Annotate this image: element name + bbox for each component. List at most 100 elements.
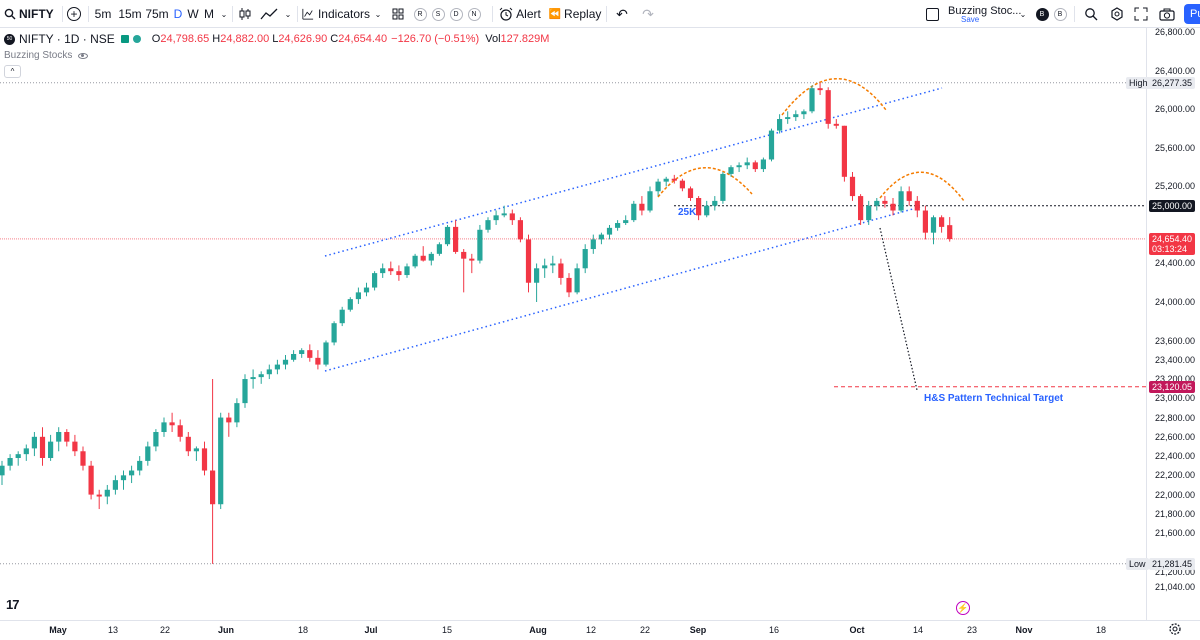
candle-down (833, 123, 839, 126)
candle-down (461, 251, 467, 259)
alert-button[interactable]: Alert (498, 0, 542, 28)
interval-m[interactable]: M (204, 7, 214, 21)
drawings-layer (324, 78, 965, 391)
open-label: O (151, 33, 161, 45)
eye-icon[interactable] (78, 52, 89, 59)
price-tick-label: 22,200.00 (1155, 470, 1196, 481)
chart-style-dropdown[interactable]: ⌄ (283, 0, 293, 28)
settings-button[interactable] (1108, 0, 1126, 28)
session-r-button[interactable]: R (412, 0, 428, 28)
line-chart-icon (260, 8, 278, 20)
symbol-search[interactable]: NIFTY (4, 0, 64, 28)
undo-icon: ↶ (616, 5, 628, 22)
account-b-button[interactable]: B (1034, 0, 1050, 28)
collapse-legend-button[interactable]: ^ (4, 65, 21, 78)
candle-up (631, 203, 637, 221)
interval-5m[interactable]: 5m (94, 7, 112, 21)
candle-up (339, 309, 345, 324)
time-tick-label: May (49, 625, 67, 635)
snapshot-button[interactable] (1158, 0, 1176, 28)
chevron-up-icon: ^ (10, 67, 15, 76)
layout-save-link[interactable]: Save (961, 15, 980, 24)
interval-d[interactable]: D (173, 7, 183, 21)
candle-up (647, 191, 653, 211)
square-icon (925, 7, 939, 21)
candle-up (137, 460, 143, 471)
candle-up (768, 130, 775, 160)
account-b-label: B (1035, 7, 1049, 21)
candle-up (234, 403, 240, 423)
time-axis[interactable]: May 13 22 Jun 18 Jul 15 Aug 12 22 Sep 16 Oct 14 23 Nov 1… (0, 620, 1200, 640)
layout-checkbox[interactable] (924, 0, 940, 28)
candle-up (153, 432, 159, 447)
plus-circle-icon: + (67, 7, 81, 21)
interval-75m[interactable]: 75m (145, 7, 169, 21)
level-25k-price-tag: 25,000.00 (1149, 199, 1196, 212)
layout-dropdown[interactable]: ⌄ (1018, 0, 1028, 28)
price-axis[interactable]: 26,800.00 26,400.00 26,000.00 25,600.00 25,2… (1146, 27, 1200, 620)
tradingview-logo[interactable]: 17 (6, 597, 20, 612)
candle-up (801, 111, 807, 115)
candle-up (590, 239, 596, 250)
candle-up (48, 441, 54, 459)
interval-15m[interactable]: 15m (118, 7, 142, 21)
indicators-button[interactable]: Indicators (302, 0, 370, 28)
session-s-button[interactable]: S (430, 0, 446, 28)
right-shoulder-arc (879, 171, 965, 202)
chart-pane[interactable] (0, 28, 1146, 620)
candle-down (825, 90, 831, 124)
publish-button[interactable]: Pu (1184, 4, 1200, 24)
candle-up (428, 253, 434, 261)
chart-type-candles[interactable] (236, 0, 254, 28)
candle-down (396, 271, 402, 276)
interval-dropdown[interactable]: ⌄ (219, 0, 229, 28)
session-n-button[interactable]: N (466, 0, 482, 28)
high-label: High (1126, 76, 1151, 89)
price-tick-label: 22,800.00 (1155, 412, 1196, 423)
candle-up (898, 191, 904, 211)
chart-style-line[interactable] (258, 0, 280, 28)
candle-down (509, 213, 515, 221)
separator (62, 6, 63, 22)
candle-up (0, 465, 5, 476)
separator (606, 6, 607, 22)
candles-layer (0, 82, 953, 564)
session-d-button[interactable]: D (448, 0, 464, 28)
broker-b-button[interactable]: B (1052, 0, 1068, 28)
indicator-legend[interactable]: Buzzing Stocks (4, 50, 89, 61)
candle-up (145, 446, 151, 461)
quick-search-button[interactable] (1082, 0, 1100, 28)
price-tick-label: 21,200.00 (1155, 566, 1196, 577)
low-label: Low (1126, 557, 1149, 570)
candle-up (793, 114, 799, 118)
redo-button[interactable]: ↷ (640, 0, 656, 28)
legend-title[interactable]: NIFTY · 1D · NSE (19, 32, 115, 46)
left-shoulder-arc (657, 167, 753, 198)
lightning-icon[interactable]: ⚡ (956, 601, 970, 615)
candle-up (436, 244, 442, 254)
time-tick-label: 22 (159, 625, 171, 635)
undo-button[interactable]: ↶ (614, 0, 630, 28)
interval-w[interactable]: W (187, 7, 199, 21)
close-value: 24,654.40 (338, 33, 388, 45)
candle-up (23, 448, 29, 455)
candle-up (161, 422, 167, 433)
candle-down (566, 277, 572, 293)
separator (492, 6, 493, 22)
fullscreen-button[interactable] (1132, 0, 1150, 28)
price-tick-label: 23,400.00 (1155, 354, 1196, 365)
replay-label: Replay (564, 7, 602, 21)
gear-icon[interactable] (1168, 622, 1182, 636)
layouts-button[interactable] (390, 0, 406, 28)
candle-up (720, 173, 726, 201)
replay-button[interactable]: ⏪ Replay (549, 0, 602, 28)
candle-up (930, 217, 937, 233)
compare-add-button[interactable]: + (64, 0, 84, 28)
low-value-tag: 21,281.45 (1149, 557, 1196, 570)
layout-name[interactable]: Buzzing Stoc... (948, 5, 1022, 17)
candle-down (307, 350, 313, 358)
candle-up (372, 273, 378, 288)
price-tick-label: 26,800.00 (1155, 27, 1196, 38)
indicators-dropdown[interactable]: ⌄ (372, 0, 384, 28)
top-toolbar: NIFTY + 5m 15m 75m D W M ⌄ ⌄ Indicators … (0, 0, 1200, 28)
